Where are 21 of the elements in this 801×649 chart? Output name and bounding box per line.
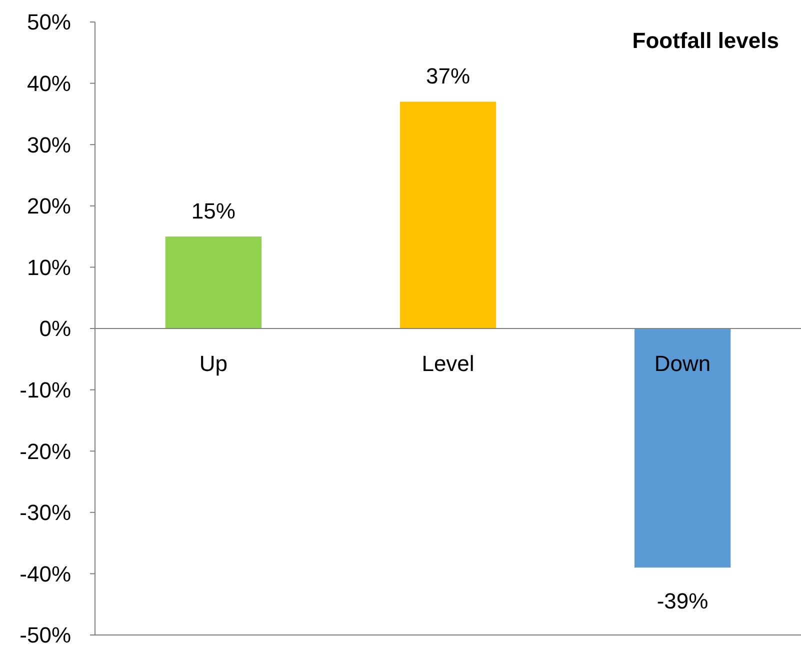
y-tick-label: 0% bbox=[39, 316, 71, 342]
y-tick-label: -30% bbox=[20, 500, 71, 526]
bar bbox=[634, 328, 731, 568]
y-tick-label: 40% bbox=[26, 71, 71, 96]
x-tick-label: Down bbox=[654, 351, 711, 376]
data-label: 15% bbox=[191, 198, 236, 224]
y-tick-label: 20% bbox=[26, 194, 71, 219]
y-tick-label: 10% bbox=[26, 254, 71, 280]
y-tick-label: -50% bbox=[20, 622, 71, 648]
y-tick-label: -40% bbox=[20, 561, 71, 586]
data-label: -39% bbox=[656, 588, 708, 614]
x-tick-label: Up bbox=[199, 351, 228, 376]
y-tick-label: 30% bbox=[26, 132, 71, 158]
y-tick-label: -10% bbox=[20, 378, 71, 402]
bar bbox=[400, 102, 496, 328]
y-tick-label: -20% bbox=[20, 438, 71, 464]
x-tick-label: Level bbox=[422, 351, 474, 376]
chart-title: Footfall levels bbox=[632, 28, 779, 53]
data-label: 37% bbox=[426, 63, 470, 88]
y-tick-label: 50% bbox=[26, 10, 71, 35]
bar bbox=[165, 236, 262, 328]
